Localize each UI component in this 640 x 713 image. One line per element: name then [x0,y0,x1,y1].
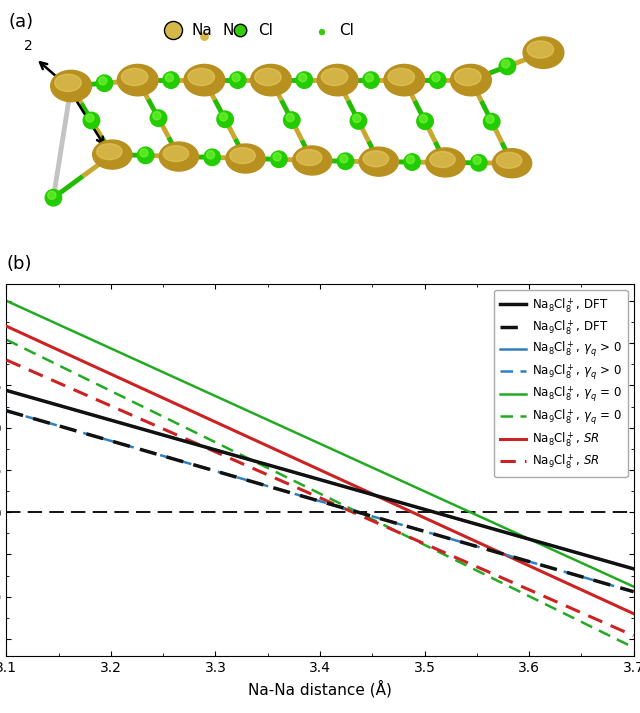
Text: 1: 1 [111,153,120,167]
Ellipse shape [292,146,332,175]
Circle shape [483,113,500,130]
Text: Na: Na [222,24,243,39]
Circle shape [473,156,481,165]
Ellipse shape [430,152,455,168]
Circle shape [204,149,220,165]
Circle shape [163,72,179,88]
Circle shape [271,151,287,168]
Ellipse shape [363,150,388,167]
Circle shape [96,75,113,91]
Ellipse shape [451,64,492,96]
Circle shape [417,113,433,130]
Ellipse shape [317,64,358,96]
Circle shape [499,58,516,75]
Ellipse shape [51,71,92,102]
Legend: Na$_8$Cl$_8^+$, DFT, Na$_9$Cl$_8^+$, DFT, Na$_8$Cl$_8^+$, $\gamma_q$ > 0, Na$_9$: Na$_8$Cl$_8^+$, DFT, Na$_9$Cl$_8^+$, DFT… [494,289,628,477]
Text: $\bullet$: $\bullet$ [314,21,326,41]
Ellipse shape [527,41,554,58]
Circle shape [153,111,161,120]
Ellipse shape [388,68,415,86]
Circle shape [340,155,348,163]
Ellipse shape [454,68,481,86]
Circle shape [86,114,94,122]
Circle shape [365,73,373,82]
Text: (b): (b) [6,255,32,273]
Ellipse shape [251,64,291,96]
Circle shape [353,114,361,123]
Ellipse shape [122,68,148,86]
Circle shape [502,60,510,68]
Circle shape [337,153,354,170]
Circle shape [363,72,379,88]
Circle shape [83,112,100,129]
Legend: Na, Cl: Na, Cl [152,17,279,44]
Circle shape [284,112,300,128]
Ellipse shape [359,147,398,176]
Circle shape [230,72,246,88]
Circle shape [486,115,494,123]
Circle shape [406,155,415,164]
Ellipse shape [321,68,348,86]
Text: 2: 2 [24,39,33,53]
Circle shape [140,149,148,157]
Ellipse shape [523,37,564,68]
Ellipse shape [93,140,132,169]
Circle shape [429,72,446,88]
Circle shape [165,73,173,82]
Text: $\bullet$: $\bullet$ [195,21,211,51]
Circle shape [404,154,420,170]
Ellipse shape [97,144,122,160]
Circle shape [45,190,61,206]
Circle shape [350,113,367,129]
Circle shape [273,153,282,161]
Ellipse shape [117,64,158,96]
Ellipse shape [497,153,522,168]
Ellipse shape [493,149,532,178]
Circle shape [298,73,307,82]
Text: Cl: Cl [340,24,355,39]
Circle shape [47,191,56,200]
Circle shape [150,110,167,126]
Ellipse shape [163,145,189,162]
Ellipse shape [226,144,265,173]
Ellipse shape [384,64,425,96]
Circle shape [207,150,214,159]
Ellipse shape [230,148,255,163]
Circle shape [232,73,240,82]
Circle shape [217,111,234,128]
X-axis label: Na-Na distance (Å): Na-Na distance (Å) [248,680,392,698]
Ellipse shape [184,64,225,96]
Circle shape [99,77,107,85]
Circle shape [138,147,154,163]
Ellipse shape [55,74,81,91]
Ellipse shape [426,148,465,177]
Text: (a): (a) [8,14,33,31]
Circle shape [220,113,228,121]
Circle shape [286,113,294,122]
Circle shape [419,115,428,123]
Circle shape [432,73,440,82]
Circle shape [296,72,312,88]
Ellipse shape [296,150,322,165]
Circle shape [470,155,487,171]
Ellipse shape [188,68,214,86]
Ellipse shape [159,142,198,171]
Ellipse shape [255,68,281,86]
